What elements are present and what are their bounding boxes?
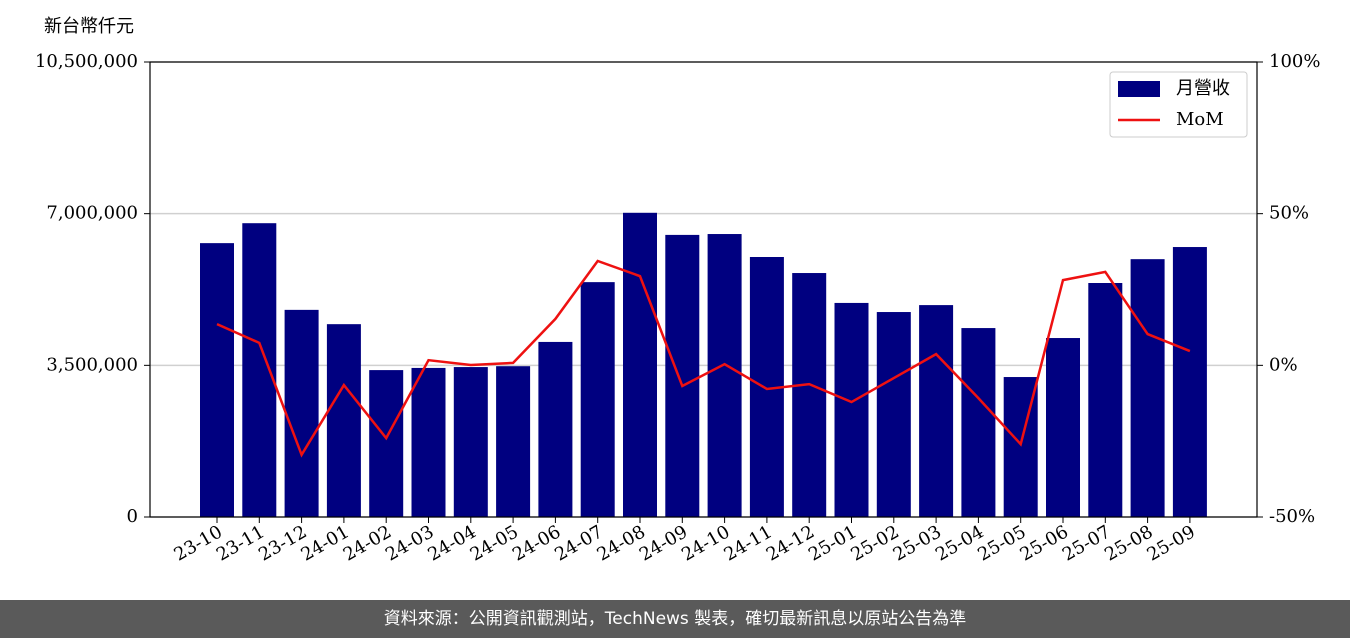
y2-tick-label: -50%: [1269, 506, 1315, 527]
bar: [242, 223, 277, 517]
bar: [453, 367, 488, 517]
bar: [538, 341, 573, 517]
footer: 資料來源：公開資訊觀測站，TechNews 製表，確切最新訊息以原站公告為準: [0, 600, 1350, 638]
y2-tick-label: 50%: [1269, 203, 1309, 224]
bar: [834, 302, 869, 517]
x-tick-label: 25-09: [1143, 521, 1198, 565]
legend-label: MoM: [1176, 109, 1224, 130]
bar: [496, 366, 531, 517]
bar: [580, 282, 615, 517]
bar: [1172, 247, 1207, 518]
bar: [961, 328, 996, 517]
bar: [200, 243, 234, 517]
line: [216, 259, 1191, 458]
legend-label: 月營收: [1176, 78, 1230, 99]
y-axis-label: 新台幣仟元: [44, 16, 134, 37]
bar: [369, 370, 404, 517]
bar: [665, 234, 700, 517]
y-tick-label: 3,500,000: [46, 354, 138, 375]
bar: [919, 305, 954, 517]
chart: 新台幣仟元 0 3,500,000 7,000,000 10,500,000 -50% 0%…: [35, 16, 1321, 566]
bar: [1130, 259, 1165, 517]
bar: [284, 309, 319, 517]
legend-swatch: [1118, 81, 1160, 97]
bar: [792, 273, 827, 517]
bar: [876, 312, 911, 517]
y2-tick-label: 0%: [1269, 354, 1298, 375]
bar: [707, 234, 742, 518]
bar: [411, 367, 446, 517]
bar: [1088, 283, 1123, 517]
plot-frame: [149, 61, 1258, 518]
bar: [1046, 338, 1080, 517]
y-tick-label: 0: [127, 506, 138, 527]
y2-tick-label: 100%: [1269, 51, 1320, 72]
y-tick-label: 10,500,000: [35, 51, 138, 72]
y-tick-label: 7,000,000: [46, 203, 138, 224]
bar: [623, 212, 657, 518]
bar: [326, 324, 361, 517]
